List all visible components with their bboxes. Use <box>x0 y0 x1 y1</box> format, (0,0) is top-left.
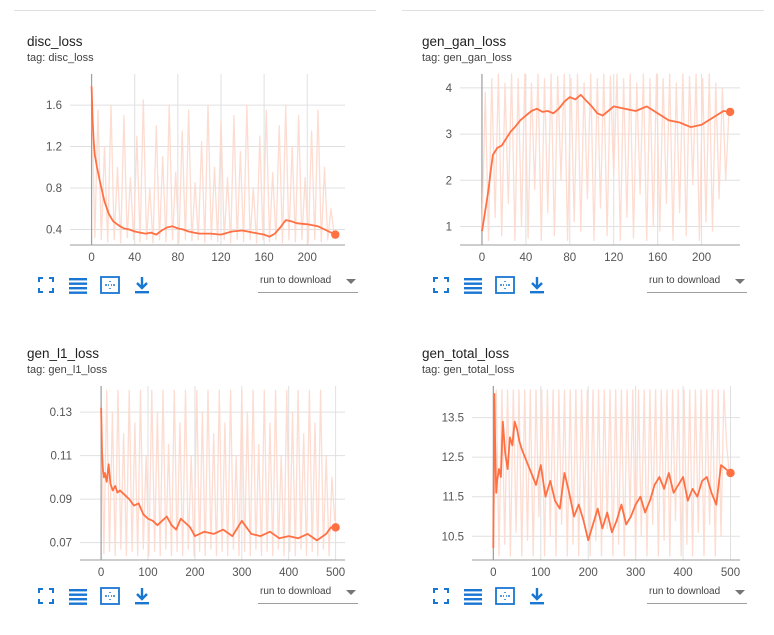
series-line-raw <box>100 389 336 557</box>
run-to-download-select[interactable]: run to download <box>647 272 747 293</box>
x-tick-label: 400 <box>279 567 298 579</box>
y-tick-label: 0.13 <box>50 407 72 419</box>
series-line-raw <box>90 86 335 244</box>
data-table-icon[interactable] <box>67 274 89 296</box>
chart-tag: tag: gen_l1_loss <box>27 364 108 376</box>
series-line-smoothed <box>481 93 731 232</box>
x-tick-label: 100 <box>138 567 157 579</box>
y-tick-label: 11.5 <box>442 492 464 504</box>
x-tick-label: 0 <box>490 567 496 579</box>
x-tick-label: 200 <box>692 252 711 264</box>
y-tick-label: 2 <box>446 175 452 187</box>
x-tick-label: 100 <box>531 567 550 579</box>
chart-title: disc_loss <box>27 34 83 49</box>
fit-screen-icon[interactable] <box>430 274 452 296</box>
y-tick-label: 1 <box>446 222 452 234</box>
fit-domain-icon[interactable] <box>99 274 121 296</box>
download-icon[interactable] <box>131 274 153 296</box>
x-tick-label: 80 <box>171 252 184 264</box>
chart-tag: tag: gen_gan_loss <box>422 52 512 64</box>
y-tick-label: 0.07 <box>50 538 72 550</box>
fit-domain-icon[interactable] <box>494 274 516 296</box>
chevron-down-icon <box>346 590 356 595</box>
download-icon[interactable] <box>526 274 548 296</box>
y-tick-label: 4 <box>446 83 453 95</box>
y-tick-label: 3 <box>446 129 452 141</box>
y-tick-label: 12.5 <box>442 452 464 464</box>
y-tick-label: 1.2 <box>46 142 62 154</box>
series-line-smoothed <box>492 393 732 549</box>
chevron-down-icon <box>735 279 745 284</box>
x-tick-label: 40 <box>519 252 532 264</box>
x-tick-label: 200 <box>579 567 598 579</box>
line-chart[interactable]: 0 40 80 120 160 200 0.4 0.8 1.2 1.6 <box>0 8 370 308</box>
chart-card-gen-total-loss: gen_total_loss tag: gen_total_loss 0 100 2… <box>395 320 765 620</box>
x-tick-label: 80 <box>563 252 576 264</box>
x-tick-label: 200 <box>298 252 317 264</box>
line-chart[interactable]: 0 100 200 300 400 500 0.07 0.09 0.11 0.13 <box>0 320 370 620</box>
chart-title: gen_gan_loss <box>422 34 507 49</box>
x-tick-label: 40 <box>128 252 141 264</box>
y-tick-label: 0.09 <box>50 494 72 506</box>
x-tick-label: 120 <box>211 252 230 264</box>
y-tick-label: 1.6 <box>46 100 62 112</box>
series-line-raw <box>492 389 731 557</box>
data-table-icon[interactable] <box>462 585 484 607</box>
chart-card-gen-l1-loss: gen_l1_loss tag: gen_l1_loss 0 100 200 300 4… <box>0 320 370 620</box>
y-tick-label: 0.4 <box>46 224 63 236</box>
series-line-smoothed <box>90 86 336 238</box>
chart-title: gen_l1_loss <box>27 346 100 361</box>
last-value-point <box>726 468 735 478</box>
line-chart[interactable]: 0 40 80 120 160 200 1 2 3 4 <box>395 8 765 308</box>
top-divider-left <box>14 10 376 11</box>
line-chart[interactable]: 0 100 200 300 400 500 10.5 11.5 12.5 13.5 <box>395 320 765 620</box>
run-to-download-select[interactable]: run to download <box>647 583 747 604</box>
x-tick-label: 200 <box>185 567 204 579</box>
data-table-icon[interactable] <box>67 585 89 607</box>
last-value-point <box>331 230 340 239</box>
x-tick-label: 0 <box>88 252 94 264</box>
top-divider-right <box>402 10 764 11</box>
run-to-download-label: run to download <box>649 586 721 597</box>
fit-screen-icon[interactable] <box>430 585 452 607</box>
series-line-raw <box>481 73 730 242</box>
x-tick-label: 0 <box>98 567 104 579</box>
run-to-download-label: run to download <box>649 275 721 286</box>
chart-card-disc-loss: disc_loss tag: disc_loss 0 40 80 120 160 200 0… <box>0 8 370 308</box>
fit-screen-icon[interactable] <box>35 585 57 607</box>
fit-domain-icon[interactable] <box>494 585 516 607</box>
x-tick-label: 0 <box>479 252 485 264</box>
data-table-icon[interactable] <box>462 274 484 296</box>
x-tick-label: 500 <box>721 567 740 579</box>
fit-screen-icon[interactable] <box>35 274 57 296</box>
y-tick-label: 0.8 <box>46 183 62 195</box>
y-tick-label: 10.5 <box>442 531 464 543</box>
run-to-download-select[interactable]: run to download <box>258 583 358 604</box>
chart-tag: tag: disc_loss <box>27 52 94 64</box>
fit-domain-icon[interactable] <box>99 585 121 607</box>
chart-card-gen-gan-loss: gen_gan_loss tag: gen_gan_loss 0 40 80 120 1… <box>395 8 765 308</box>
y-tick-label: 0.11 <box>50 451 72 463</box>
run-to-download-label: run to download <box>260 586 332 597</box>
download-icon[interactable] <box>526 585 548 607</box>
x-tick-label: 160 <box>648 252 667 264</box>
run-to-download-select[interactable]: run to download <box>258 272 358 293</box>
chevron-down-icon <box>346 279 356 284</box>
x-tick-label: 400 <box>673 567 692 579</box>
x-tick-label: 500 <box>326 567 345 579</box>
y-tick-label: 13.5 <box>442 413 464 425</box>
x-tick-label: 300 <box>626 567 645 579</box>
chevron-down-icon <box>735 590 745 595</box>
last-value-point <box>725 107 735 117</box>
x-tick-label: 120 <box>604 252 623 264</box>
chart-title: gen_total_loss <box>422 346 510 361</box>
run-to-download-label: run to download <box>260 275 332 286</box>
last-value-point <box>331 523 340 532</box>
x-tick-label: 160 <box>255 252 274 264</box>
chart-tag: tag: gen_total_loss <box>422 364 515 376</box>
x-tick-label: 300 <box>232 567 251 579</box>
series-line-smoothed <box>100 407 336 542</box>
download-icon[interactable] <box>131 585 153 607</box>
